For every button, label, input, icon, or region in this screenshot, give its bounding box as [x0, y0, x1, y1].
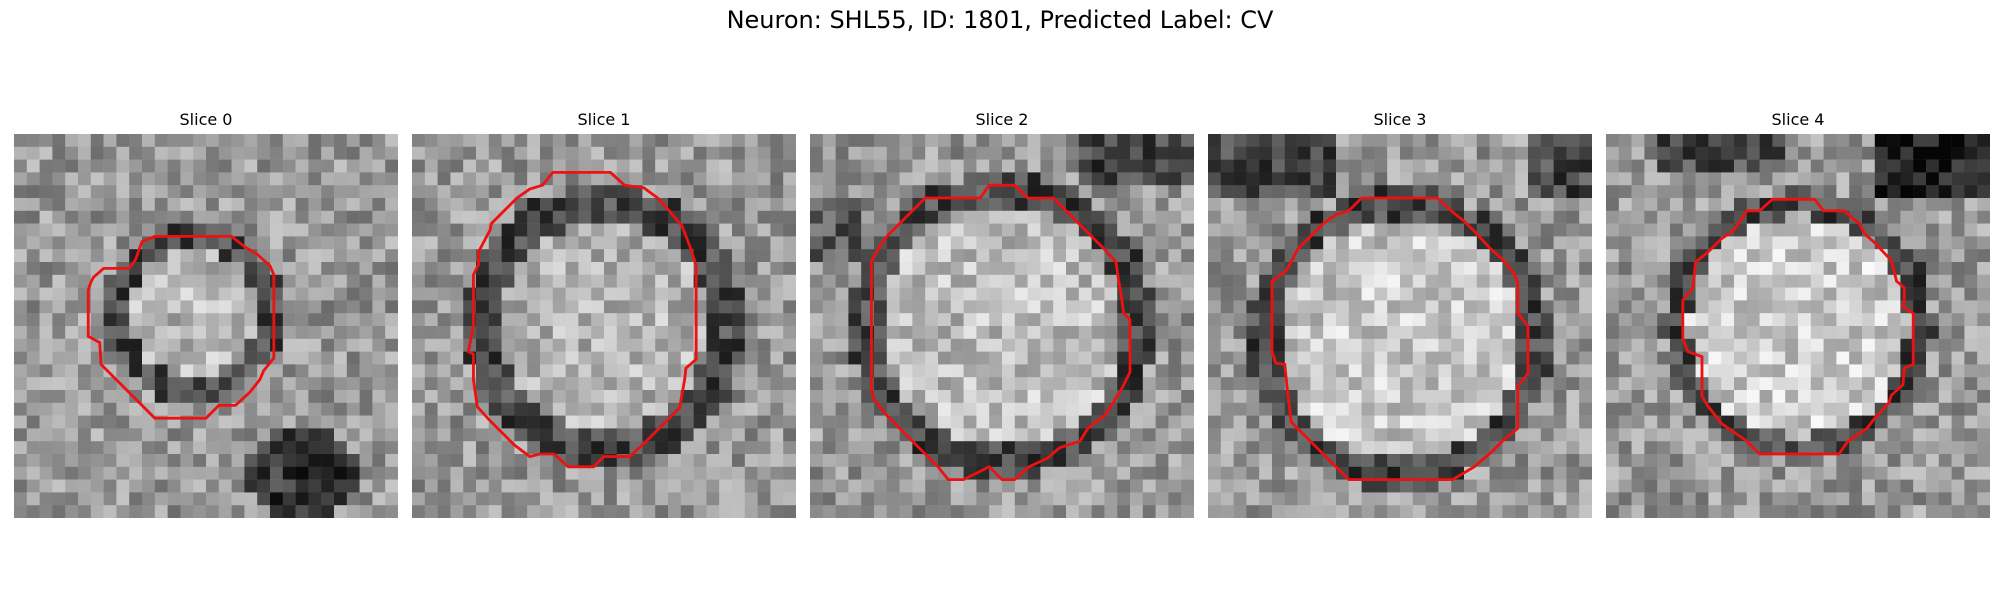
microscopy-image-slice-2: [810, 134, 1194, 518]
microscopy-image-slice-3: [1208, 134, 1592, 518]
panel-title-slice-4: Slice 4: [1771, 110, 1825, 129]
microscopy-image-slice-1: [412, 134, 796, 518]
panel-slice-3: [1208, 134, 1592, 518]
microscopy-image-slice-0: [14, 134, 398, 518]
contour-slice-0: [86, 234, 276, 420]
contour-slice-4: [1681, 197, 1915, 456]
panel-slice-2: [810, 134, 1194, 518]
panel-title-slice-3: Slice 3: [1373, 110, 1427, 129]
panel-title-slice-1: Slice 1: [577, 110, 631, 129]
panel-slice-0: [14, 134, 398, 518]
figure-title: Neuron: SHL55, ID: 1801, Predicted Label…: [726, 6, 1274, 34]
panel-slice-1: [412, 134, 796, 518]
panel-slice-4: [1606, 134, 1990, 518]
contour-slice-1: [466, 170, 698, 469]
contour-slice-2: [870, 183, 1132, 482]
microscopy-image-slice-4: [1606, 134, 1990, 518]
panel-title-slice-2: Slice 2: [975, 110, 1029, 129]
contour-slice-3: [1270, 196, 1530, 482]
panel-title-slice-0: Slice 0: [179, 110, 233, 129]
